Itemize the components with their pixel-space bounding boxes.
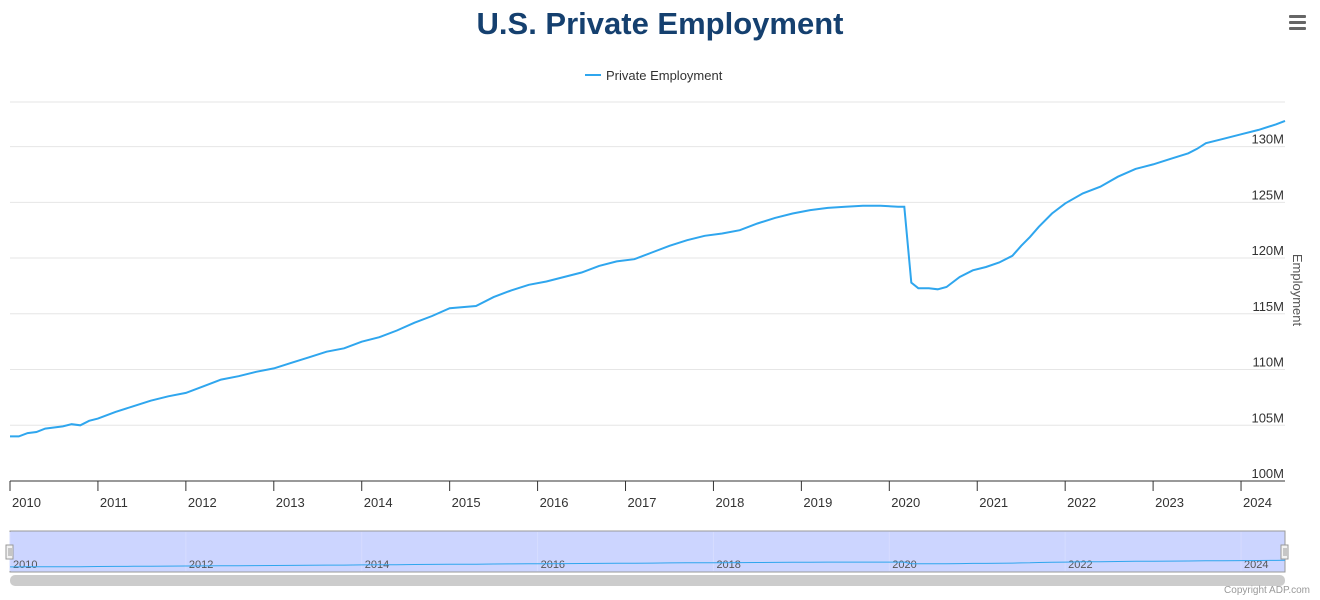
y-axis-title: Employment: [1290, 254, 1305, 327]
x-tick-label: 2011: [100, 495, 128, 510]
y-tick-label: 100M: [1251, 466, 1284, 481]
x-tick-label: 2017: [628, 495, 657, 510]
y-tick-label: 120M: [1251, 243, 1284, 258]
x-tick-label: 2023: [1155, 495, 1184, 510]
legend-item[interactable]: Private Employment: [585, 66, 722, 84]
x-tick-label: 2015: [452, 495, 481, 510]
y-tick-label: 115M: [1252, 299, 1284, 314]
legend-line-swatch: [585, 74, 601, 76]
x-tick-label: 2018: [715, 495, 744, 510]
x-tick-label: 2022: [1067, 495, 1096, 510]
navigator-tick-label: 2024: [1244, 559, 1268, 571]
y-tick-label: 125M: [1251, 187, 1284, 202]
x-tick-label: 2019: [803, 495, 832, 510]
navigator-tick-label: 2010: [13, 559, 37, 571]
x-tick-label: 2024: [1243, 495, 1272, 510]
navigator-tick-label: 2020: [892, 559, 916, 571]
navigator-tick-label: 2012: [189, 559, 213, 571]
x-tick-label: 2014: [364, 495, 393, 510]
y-axis-ticks: 100M 105M 110M 115M 120M 125M 130M: [1251, 132, 1284, 481]
x-tick-label: 2020: [891, 495, 920, 510]
navigator-tick-label: 2018: [716, 559, 740, 571]
navigator: 2010 2012 2014 2016 2018 2020 2022 2024: [5, 530, 1289, 573]
x-tick-label: 2016: [540, 495, 569, 510]
x-tick-label: 2012: [188, 495, 217, 510]
hamburger-menu-icon[interactable]: [1284, 12, 1310, 36]
navigator-right-handle[interactable]: [1280, 544, 1289, 560]
navigator-left-handle[interactable]: [5, 544, 14, 560]
x-tick-label: 2013: [276, 495, 305, 510]
x-tick-label: 2021: [979, 495, 1008, 510]
y-tick-label: 105M: [1251, 410, 1284, 425]
navigator-series-line: [10, 559, 1286, 568]
series-line-private-employment: [10, 119, 1286, 438]
y-tick-label: 130M: [1251, 132, 1284, 147]
navigator-tick-label: 2016: [541, 559, 565, 571]
credits: Copyright ADP.com: [1224, 585, 1310, 596]
chart-title: U.S. Private Employment: [476, 6, 844, 41]
scrollbar-track[interactable]: [10, 575, 1285, 586]
x-tick-label: 2010: [12, 495, 41, 510]
grid-lines: [10, 101, 1285, 482]
navigator-tick-label: 2022: [1068, 559, 1092, 571]
y-tick-label: 110M: [1252, 355, 1284, 370]
legend-label: Private Employment: [606, 67, 723, 83]
x-axis: 2010 2011 2012 2013 2014 2015 2016 2017 2018 2019…: [9, 480, 1285, 510]
